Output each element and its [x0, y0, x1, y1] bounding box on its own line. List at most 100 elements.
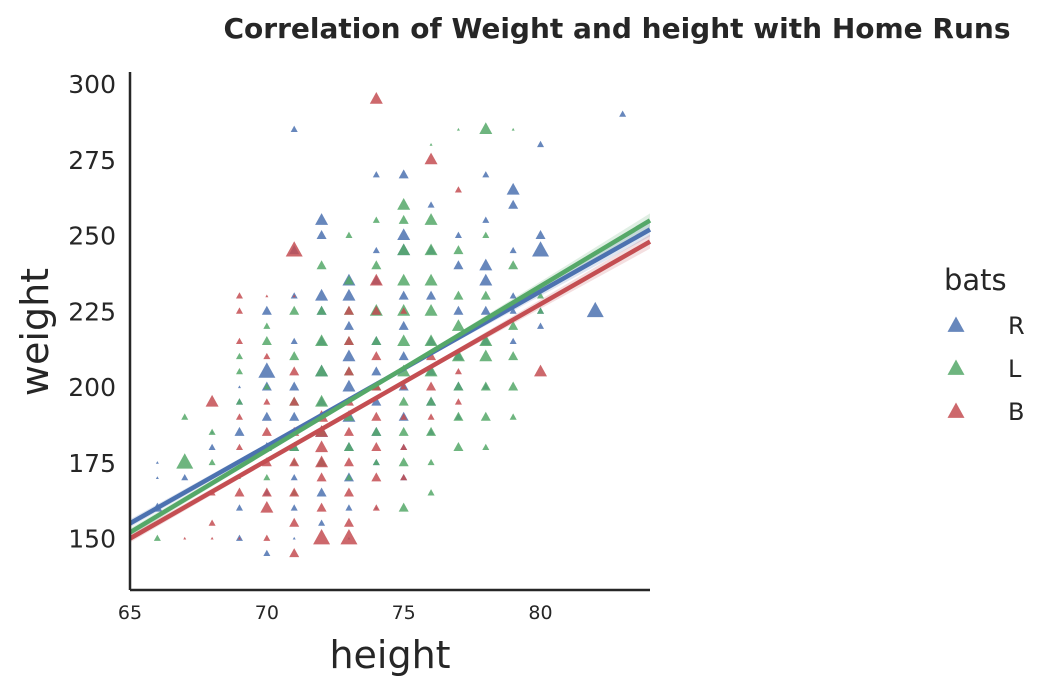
point-r-97 [537, 140, 545, 148]
point-b-27 [289, 517, 300, 527]
point-b-51 [371, 442, 382, 452]
point-r-96 [535, 229, 546, 239]
point-b-10 [234, 487, 245, 497]
legend-marker-l [947, 359, 965, 375]
point-b-52 [371, 472, 382, 482]
point-l-24 [315, 394, 329, 407]
point-b-31 [315, 440, 329, 453]
point-b-22 [289, 366, 300, 376]
point-l-38 [371, 336, 382, 346]
point-l-79 [482, 443, 490, 451]
point-l-44 [397, 243, 411, 256]
point-r-101 [619, 110, 627, 117]
point-l-27 [345, 231, 353, 238]
point-l-7 [235, 398, 243, 405]
point-b-37 [343, 336, 354, 346]
point-r-14 [263, 549, 271, 557]
point-r-29 [316, 229, 327, 239]
point-l-14 [289, 305, 300, 315]
point-r-78 [453, 305, 464, 315]
legend-label-b: B [1008, 398, 1024, 426]
point-b-32 [315, 455, 329, 468]
point-r-21 [290, 337, 298, 344]
point-b-9 [235, 443, 243, 451]
point-r-1 [155, 476, 159, 479]
point-b-1 [205, 394, 219, 407]
legend-marker-r [947, 316, 965, 332]
point-l-36 [371, 260, 382, 270]
regression-line-l [128, 218, 652, 535]
point-r-64 [398, 351, 409, 361]
point-l-65 [453, 245, 464, 255]
point-l-72 [479, 122, 493, 135]
point-r-23 [289, 411, 300, 421]
point-l-6 [235, 367, 243, 375]
point-b-65 [454, 398, 462, 405]
point-l-4 [208, 428, 216, 435]
point-l-71 [453, 442, 464, 452]
point-b-5 [235, 292, 243, 299]
point-r-90 [508, 199, 519, 209]
point-l-82 [508, 320, 519, 330]
point-r-30 [315, 288, 329, 301]
y-tick-275: 275 [68, 146, 116, 175]
point-b-7 [235, 337, 243, 344]
point-l-34 [345, 474, 353, 481]
point-l-11 [263, 383, 271, 390]
point-l-28 [343, 275, 354, 285]
point-r-25 [290, 474, 298, 481]
point-b-66 [534, 364, 548, 377]
point-l-77 [480, 381, 491, 391]
point-b-33 [316, 472, 327, 482]
point-l-40 [371, 426, 382, 436]
point-b-56 [400, 413, 408, 420]
point-r-7 [235, 504, 243, 511]
point-b-41 [343, 457, 354, 467]
point-l-54 [424, 213, 438, 225]
point-r-59 [398, 169, 409, 179]
point-r-86 [480, 305, 491, 315]
point-l-53 [429, 143, 433, 146]
regression-lines [128, 218, 652, 541]
point-r-84 [479, 258, 493, 271]
point-l-2 [181, 413, 189, 420]
point-b-45 [369, 92, 383, 104]
point-l-32 [343, 411, 354, 421]
point-r-100 [586, 301, 604, 318]
point-b-17 [261, 487, 272, 497]
point-l-21 [316, 305, 327, 315]
point-l-67 [451, 319, 465, 331]
chart-title: Correlation of Weight and height with Ho… [224, 12, 1011, 45]
point-l-55 [424, 243, 438, 256]
point-b-20 [285, 241, 303, 257]
legend-label-r: R [1008, 312, 1025, 340]
point-b-35 [313, 529, 331, 545]
point-b-44 [340, 529, 358, 545]
y-tick-225: 225 [68, 297, 116, 326]
point-r-40 [342, 288, 356, 301]
legend-marker-b [947, 402, 965, 418]
point-l-10 [261, 336, 272, 346]
point-b-28 [289, 548, 300, 558]
point-b-34 [316, 502, 327, 512]
y-tick-175: 175 [68, 449, 116, 478]
point-r-42 [342, 349, 356, 362]
point-r-99 [537, 322, 545, 329]
point-r-47 [345, 504, 353, 511]
point-l-59 [424, 364, 438, 377]
point-b-23 [289, 396, 300, 406]
point-b-64 [454, 367, 462, 375]
y-axis-label: weight [13, 268, 57, 396]
point-b-43 [343, 517, 354, 527]
point-l-87 [537, 307, 545, 314]
point-l-84 [508, 381, 519, 391]
legend-label-l: L [1008, 355, 1022, 383]
point-l-78 [480, 411, 491, 421]
point-r-89 [506, 182, 520, 195]
point-l-13 [263, 474, 271, 481]
y-tick-150: 150 [68, 525, 116, 554]
point-b-0 [183, 536, 187, 540]
point-b-26 [289, 487, 300, 497]
point-r-0 [155, 461, 159, 464]
point-b-6 [235, 307, 243, 314]
